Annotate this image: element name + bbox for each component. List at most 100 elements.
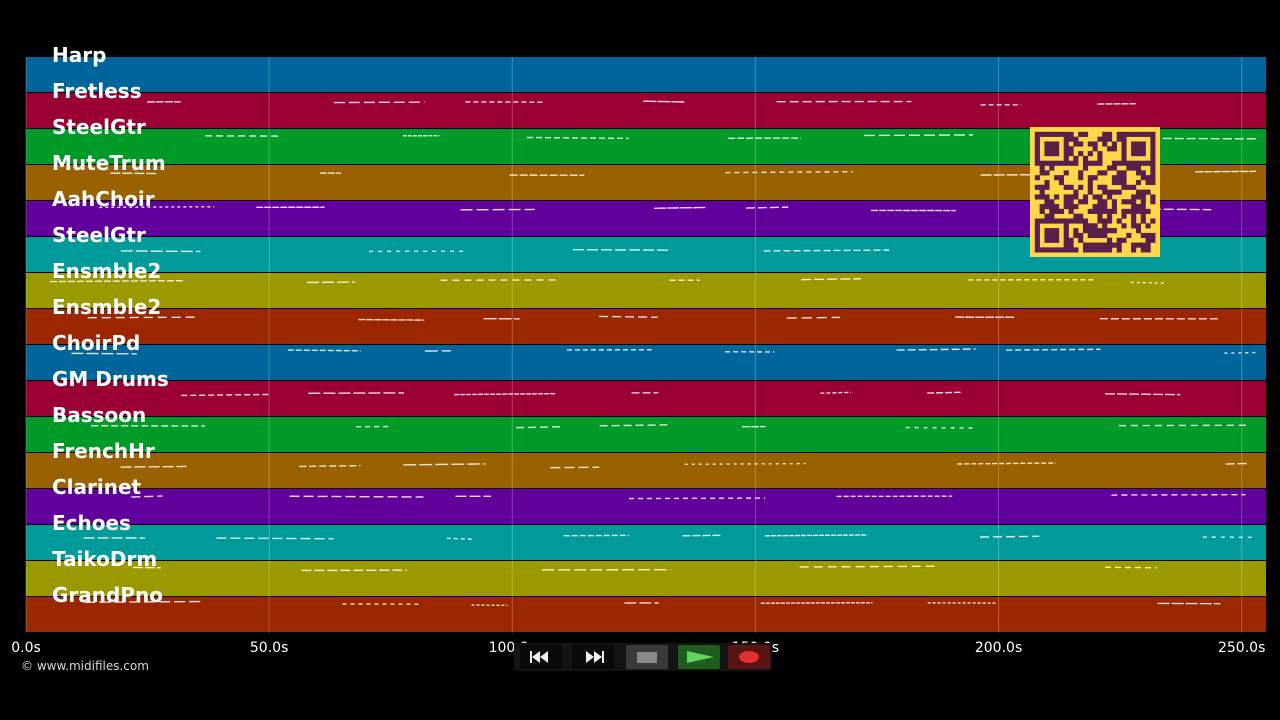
qr-module (1078, 199, 1084, 205)
qr-module (1097, 218, 1103, 224)
qr-module (1063, 194, 1069, 200)
qr-module (1039, 184, 1045, 190)
qr-module (1078, 151, 1084, 157)
qr-module (1150, 151, 1156, 157)
qr-module (1131, 242, 1137, 248)
qr-module (1049, 237, 1055, 243)
qr-module (1058, 160, 1065, 166)
qr-module (1068, 242, 1074, 248)
note-streak (1104, 566, 1157, 569)
qr-module (1121, 151, 1127, 157)
qr-module (1063, 160, 1069, 166)
qr-module (1068, 151, 1074, 157)
qr-module (1087, 223, 1093, 229)
qr-module (1145, 179, 1151, 186)
tick-label: 50.0s (249, 640, 289, 656)
qr-module (1044, 184, 1050, 190)
qr-module (1087, 232, 1093, 239)
qr-module (1121, 155, 1127, 162)
note-streak (820, 391, 852, 394)
tick-label: 0.0s (11, 640, 41, 656)
note-streak (745, 206, 789, 209)
qr-module (1039, 160, 1045, 166)
qr-module (1058, 247, 1065, 253)
qr-module (1116, 175, 1122, 181)
qr-module (1116, 131, 1122, 137)
qr-module (1034, 228, 1040, 234)
qr-module (1102, 136, 1108, 142)
qr-module (1107, 213, 1113, 219)
qr-module (1034, 237, 1040, 243)
qr-module (1068, 208, 1074, 214)
qr-module (1078, 170, 1084, 176)
qr-module (1150, 179, 1156, 186)
note-streak (573, 248, 672, 251)
note-streak (181, 393, 270, 397)
qr-module (1063, 184, 1069, 190)
qr-module (1082, 228, 1089, 234)
qr-module (1116, 136, 1122, 142)
note-streak (957, 462, 1056, 465)
note-streak (763, 249, 890, 252)
qr-module (1039, 194, 1045, 200)
qr-module (1044, 146, 1050, 152)
qr-module (1063, 136, 1069, 142)
play-icon (687, 651, 714, 663)
qr-module (1097, 242, 1103, 248)
qr-module (1121, 136, 1127, 142)
note-streak (799, 565, 938, 568)
track-label: TaikoDrm (52, 547, 158, 571)
qr-module (1140, 131, 1146, 137)
qr-module (1126, 131, 1132, 137)
qr-module (1107, 228, 1113, 234)
qr-module (1111, 146, 1117, 152)
qr-module (1145, 232, 1151, 239)
qr-module (1135, 131, 1142, 137)
qr-module (1121, 213, 1127, 219)
qr-module (1116, 247, 1122, 253)
qr-module (1116, 189, 1122, 195)
qr-module (1039, 208, 1045, 214)
qr-module (1068, 194, 1074, 200)
note-streak (684, 462, 806, 466)
stop-button[interactable] (626, 645, 668, 669)
rewind-button[interactable] (520, 645, 562, 669)
qr-module (1049, 199, 1055, 205)
qr-module (1140, 175, 1146, 181)
qr-module (1111, 228, 1117, 234)
qr-module (1140, 208, 1146, 214)
qr-module (1121, 160, 1127, 166)
qr-module (1063, 237, 1069, 243)
note-streak (527, 136, 629, 140)
qr-module (1131, 184, 1137, 190)
qr-module (1102, 232, 1108, 239)
qr-module (1044, 131, 1050, 137)
qr-module (1078, 232, 1084, 239)
play-button[interactable] (678, 645, 720, 669)
qr-module (1131, 146, 1137, 152)
rewind-icon (530, 651, 548, 663)
qr-module (1097, 208, 1103, 214)
qr-module (1140, 213, 1146, 219)
track-lane (26, 489, 1266, 524)
qr-module (1049, 232, 1055, 239)
qr-module (1044, 237, 1050, 243)
qr-module (1150, 131, 1156, 137)
track-label: GrandPno (52, 583, 163, 607)
qr-module (1049, 131, 1055, 137)
record-button[interactable] (728, 645, 770, 669)
qr-module (1135, 208, 1142, 214)
qr-module (1135, 170, 1142, 176)
qr-module (1063, 170, 1069, 176)
qr-module (1131, 165, 1137, 171)
qr-module (1145, 131, 1151, 137)
qr-module (1102, 141, 1108, 147)
qr-module (1034, 136, 1040, 142)
track-label: Echoes (52, 511, 131, 535)
qr-module (1087, 160, 1093, 166)
fast-forward-button[interactable] (572, 645, 614, 669)
qr-module (1078, 131, 1084, 137)
qr-module (1087, 175, 1093, 181)
qr-module (1135, 189, 1142, 195)
